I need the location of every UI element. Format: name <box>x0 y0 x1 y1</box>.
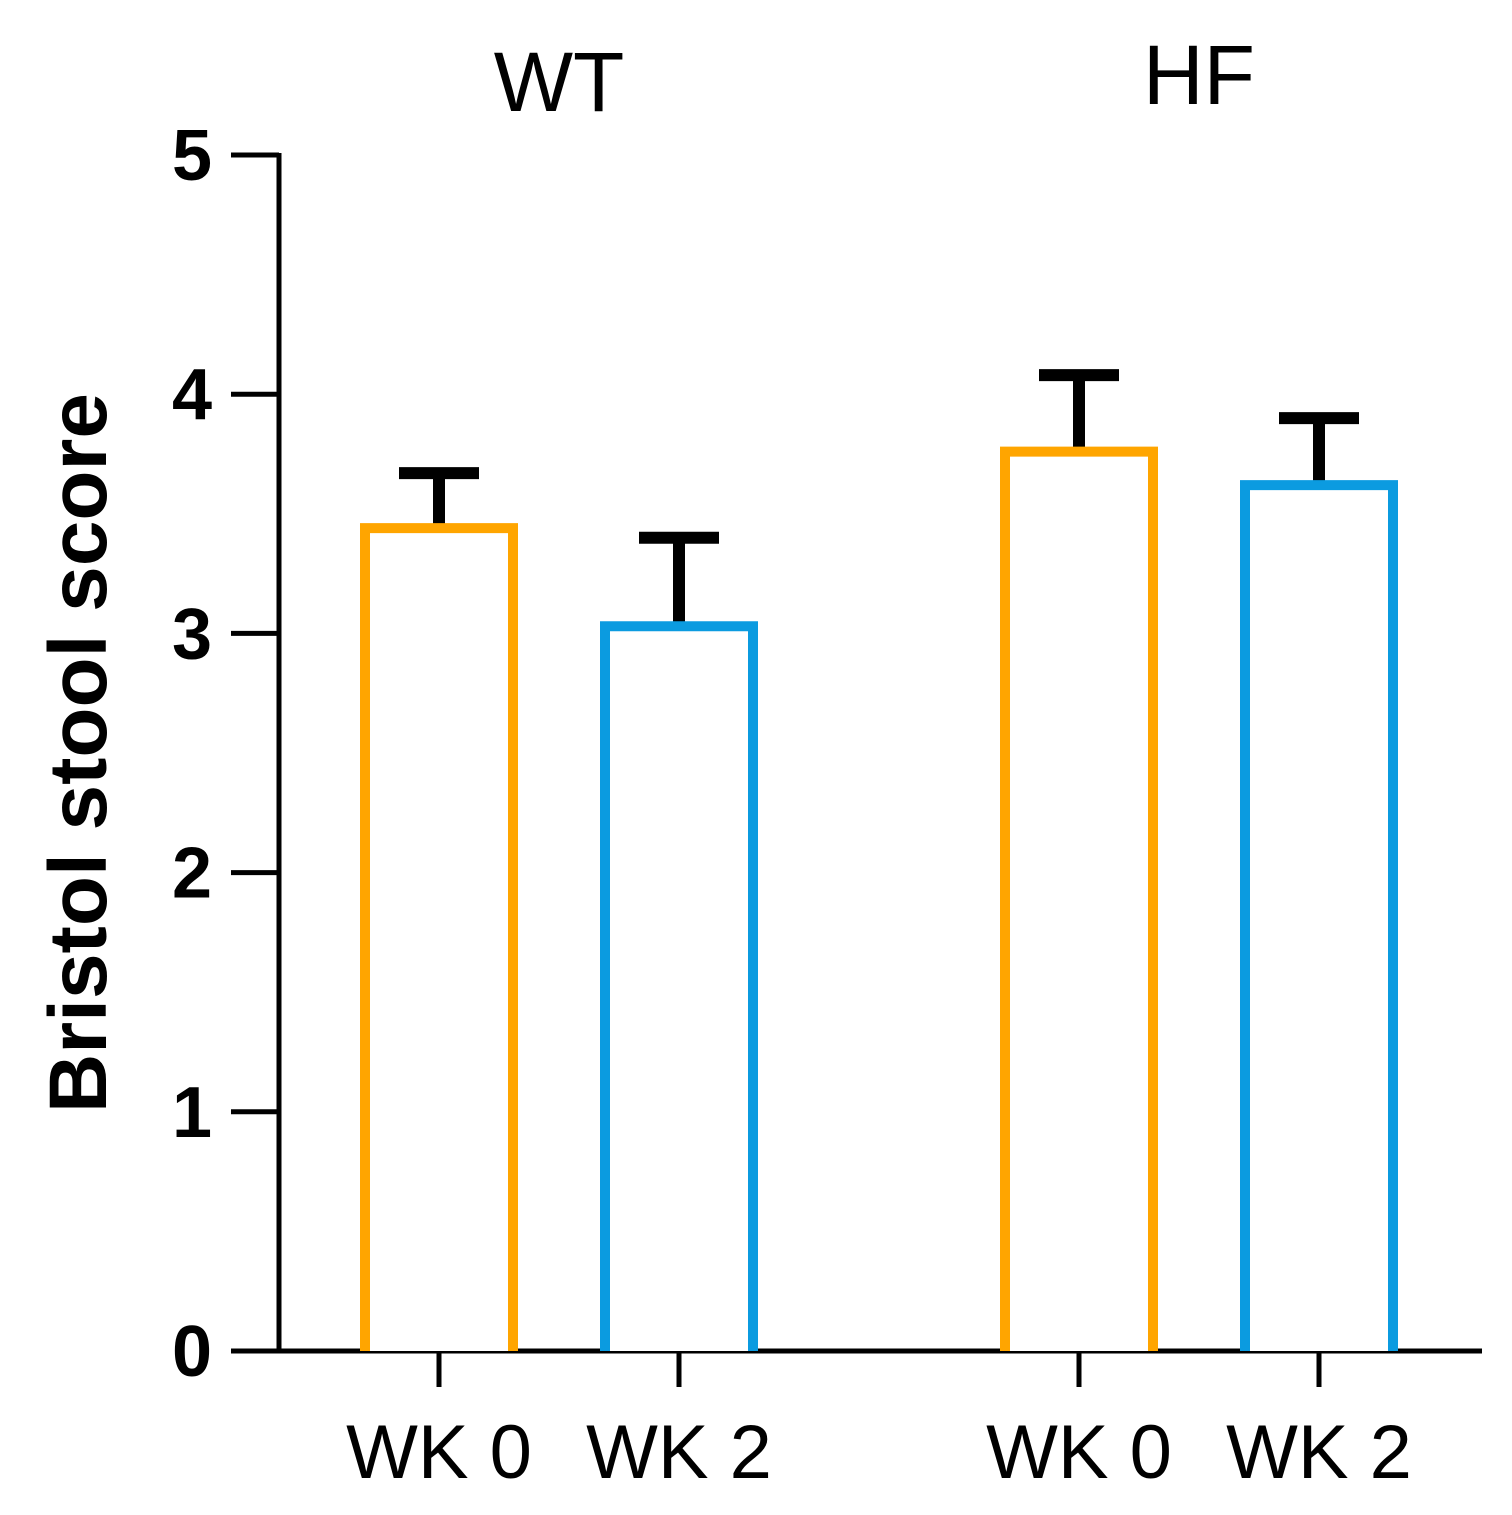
y-tick-label: 3 <box>172 594 212 674</box>
bar-wt-wk2 <box>600 621 758 1351</box>
x-tick-label: WK 0 <box>986 1410 1172 1495</box>
bar-wt-wk0 <box>360 523 518 1351</box>
bar-hf-wk0 <box>1000 446 1158 1351</box>
y-tick-label: 1 <box>172 1073 212 1153</box>
y-tick-label: 4 <box>172 355 212 435</box>
y-tick-label: 5 <box>172 116 212 196</box>
y-axis-title: Bristol stool score <box>33 393 124 1113</box>
x-tick-label: WK 2 <box>586 1410 772 1495</box>
bars-layer <box>360 369 1398 1351</box>
group-label-wt: WT <box>494 35 625 129</box>
x-tick-label: WK 0 <box>346 1410 532 1495</box>
labels-layer: WT HF <box>494 28 1255 129</box>
y-axis: 0 1 2 3 4 5 <box>172 116 282 1392</box>
x-axis: WK 0 WK 2 WK 0 WK 2 <box>231 1348 1482 1495</box>
x-tick-label: WK 2 <box>1226 1410 1412 1495</box>
group-label-hf: HF <box>1143 28 1255 122</box>
bar-hf-wk2 <box>1240 480 1398 1351</box>
y-tick-label: 2 <box>172 834 212 914</box>
y-tick-label: 0 <box>172 1312 212 1392</box>
